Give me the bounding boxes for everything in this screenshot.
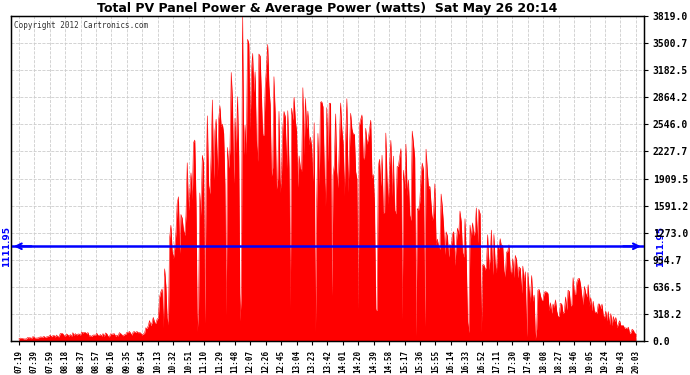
Text: 1111.95: 1111.95 (2, 226, 11, 267)
Title: Total PV Panel Power & Average Power (watts)  Sat May 26 20:14: Total PV Panel Power & Average Power (wa… (97, 2, 558, 15)
Text: 1111.95: 1111.95 (656, 226, 665, 267)
Text: Copyright 2012 Cartronics.com: Copyright 2012 Cartronics.com (14, 21, 148, 30)
